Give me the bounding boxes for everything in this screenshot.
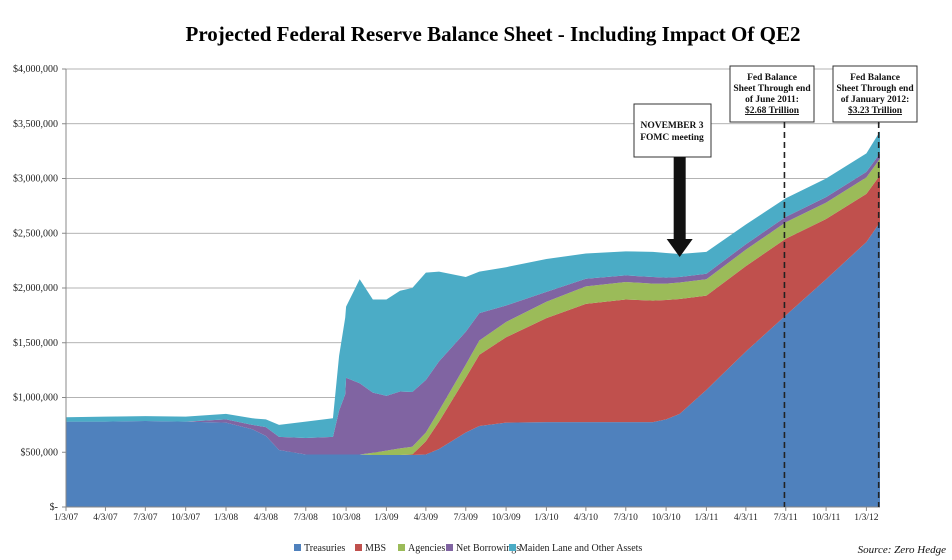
source-note: Source: Zero Hedge — [858, 544, 946, 556]
x-tick-label: 4/3/10 — [574, 513, 599, 523]
x-tick-label: 7/3/11 — [774, 513, 798, 523]
january-2012-callout-line: of January 2012: — [841, 95, 910, 105]
legend-label: Agencies — [408, 543, 445, 554]
legend-swatch — [355, 544, 362, 551]
area-maiden-lane-and-other-assets — [66, 131, 880, 439]
legend-label: MBS — [365, 543, 386, 554]
area-treasuries — [66, 222, 880, 508]
legend-swatch — [509, 544, 516, 551]
x-tick-label: 10/3/09 — [492, 513, 521, 523]
x-tick-label: 7/3/08 — [294, 513, 319, 523]
x-tick-label: 10/3/11 — [812, 513, 841, 523]
y-tick-label: $3,000,000 — [13, 174, 58, 185]
june-2011-callout-line: Sheet Through end — [733, 84, 811, 94]
june-2011-callout-line: of June 2011: — [745, 95, 799, 105]
x-tick-label: 1/3/10 — [534, 513, 559, 523]
x-tick-label: 1/3/08 — [214, 513, 239, 523]
january-2012-callout-box — [832, 65, 918, 123]
chart-title: Projected Federal Reserve Balance Sheet … — [186, 22, 801, 46]
area-mbs — [66, 175, 880, 455]
x-tick-label: 10/3/08 — [332, 513, 361, 523]
january-2012-callout-line: Sheet Through end — [836, 84, 914, 94]
x-axis-ticks: 1/3/07 4/3/07 7/3/07 10/3/07 1/3/08 4/3/08 7/3… — [54, 507, 879, 523]
area-series — [66, 131, 880, 508]
y-tick-label: $2,500,000 — [13, 228, 58, 239]
legend-label: Net Borrowings — [456, 543, 520, 554]
y-tick-label: $1,000,000 — [13, 393, 58, 404]
y-tick-label: $- — [50, 502, 58, 513]
legend-label: Maiden Lane and Other Assets — [519, 543, 642, 554]
y-tick-label: $2,000,000 — [13, 283, 58, 294]
x-tick-label: 7/3/10 — [614, 513, 639, 523]
legend-swatch — [446, 544, 453, 551]
y-axis-ticks: $- $500,000 $1,000,000 $1,500,000 $2,000,000… — [13, 64, 66, 513]
x-tick-label: 10/3/07 — [171, 513, 200, 523]
x-tick-label: 1/3/09 — [374, 513, 399, 523]
x-tick-label: 7/3/09 — [454, 513, 479, 523]
x-tick-label: 1/3/07 — [54, 513, 79, 523]
x-tick-label: 4/3/11 — [734, 513, 758, 523]
january-2012-callout-line: Fed Balance — [850, 73, 900, 83]
fomc-callout-line1: NOVEMBER 3 — [640, 121, 703, 131]
june-2011-callout-box — [729, 65, 815, 123]
june-2011-callout-line: Fed Balance — [747, 73, 797, 83]
legend-swatch — [398, 544, 405, 551]
y-tick-label: $1,500,000 — [13, 338, 58, 349]
legend: Treasuries MBS Agencies Net BorrowingsMaide… — [294, 543, 642, 554]
june-2011-callout-total: $2.68 Trillion — [745, 105, 800, 116]
fomc-arrow-head — [666, 239, 693, 257]
x-tick-label: 1/3/11 — [694, 513, 718, 523]
january-2012-callout-total: $3.23 Trillion — [848, 105, 903, 116]
y-tick-label: $500,000 — [21, 447, 59, 458]
fomc-arrow-shaft — [673, 157, 686, 239]
x-tick-label: 10/3/10 — [652, 513, 681, 523]
y-tick-label: $4,000,000 — [13, 64, 58, 75]
legend-label: Treasuries — [304, 543, 345, 554]
fomc-callout-line2: FOMC meeting — [640, 133, 704, 143]
x-tick-label: 4/3/07 — [93, 513, 118, 523]
x-tick-label: 7/3/07 — [133, 513, 158, 523]
legend-swatch — [294, 544, 301, 551]
x-tick-label: 4/3/08 — [254, 513, 279, 523]
x-tick-label: 4/3/09 — [414, 513, 439, 523]
y-tick-label: $3,500,000 — [13, 119, 58, 130]
fomc-callout-box — [633, 103, 712, 158]
x-tick-label: 1/3/12 — [854, 513, 879, 523]
